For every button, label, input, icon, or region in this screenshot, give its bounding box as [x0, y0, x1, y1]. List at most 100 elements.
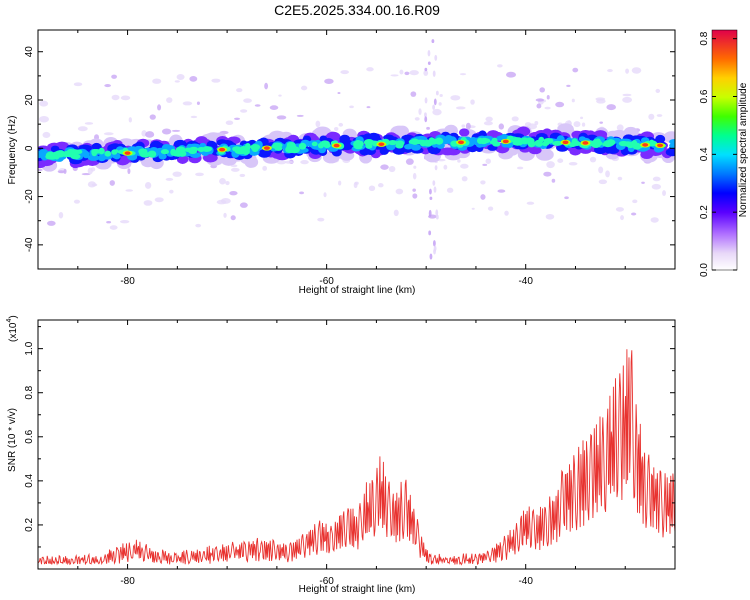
hotspot-core — [562, 140, 569, 145]
ridge-blob — [603, 140, 613, 148]
noise-blob — [483, 121, 493, 126]
y-tick-label: 1.0 — [24, 341, 35, 355]
ridge-blob — [395, 143, 404, 149]
noise-blob — [595, 97, 606, 101]
noise-blob — [622, 93, 632, 97]
noise-blob — [546, 94, 550, 100]
colorbar-tick-label: 0.8 — [699, 31, 710, 45]
noise-blob — [104, 83, 111, 88]
noise-blob — [446, 187, 454, 193]
ridge-blob — [354, 139, 362, 145]
streak-blob — [428, 209, 432, 218]
hotspot-core — [263, 146, 270, 150]
noise-blob — [87, 167, 93, 175]
noise-blob — [566, 84, 571, 88]
noise-blob — [632, 199, 638, 204]
colorbar-tick-label: 0.6 — [699, 89, 710, 103]
y-tick-label: -20 — [24, 189, 35, 204]
noise-blob — [109, 225, 118, 230]
colorbar-tick-label: 0.4 — [699, 147, 710, 161]
noise-blob — [103, 132, 114, 136]
noise-blob — [111, 94, 120, 101]
streak-blob — [435, 90, 439, 96]
noise-blob — [412, 172, 417, 180]
noise-blob — [598, 166, 604, 174]
noise-blob — [296, 114, 304, 117]
noise-blob — [404, 71, 410, 76]
noise-blob — [243, 98, 252, 103]
noise-blob — [337, 91, 341, 95]
noise-blob — [239, 173, 246, 178]
hotspot-core — [333, 143, 340, 148]
noise-blob — [254, 104, 261, 107]
noise-blob — [388, 165, 396, 173]
x-tick-label: -60 — [319, 276, 334, 287]
x-tick-label: -40 — [518, 276, 533, 287]
y-tick-label: 0.2 — [24, 518, 35, 532]
noise-blob — [195, 172, 204, 177]
noise-blob — [497, 189, 506, 193]
ridge-blob — [158, 153, 167, 160]
figure-title: C2E5.2025.334.00.16.R09 — [274, 2, 440, 18]
streak-blob — [429, 188, 432, 195]
ridge-blob — [365, 143, 373, 149]
noise-blob — [81, 173, 91, 176]
noise-blob — [443, 164, 448, 170]
y-tick-label: 0.8 — [24, 385, 35, 399]
noise-blob — [544, 106, 551, 110]
streak-blob — [434, 165, 438, 171]
streak-blob — [428, 230, 432, 236]
noise-blob — [470, 99, 475, 105]
noise-blob — [390, 74, 399, 77]
noise-blob — [42, 131, 51, 139]
streak-blob — [432, 180, 436, 186]
noise-blob — [57, 170, 65, 174]
snr-ticks: -80 -60 -40 0.2 0.4 0.6 0.8 1.0 — [24, 320, 676, 587]
noise-blob — [195, 223, 202, 228]
streak-blob — [431, 39, 435, 44]
noise-blob — [516, 166, 524, 170]
hotspot-core — [582, 141, 589, 145]
noise-blob — [145, 131, 155, 138]
svg-text:(x104): (x104) — [6, 315, 19, 342]
noise-blob — [539, 87, 546, 93]
ridge-blob — [517, 138, 524, 145]
noise-blob — [568, 162, 578, 166]
noise-blob — [631, 67, 642, 74]
noise-blob — [480, 180, 486, 185]
noise-blob — [58, 211, 64, 219]
noise-blob — [580, 116, 584, 120]
hotspot-core — [219, 147, 226, 152]
noise-blob — [231, 167, 240, 172]
noise-blob — [599, 121, 603, 124]
noise-blob — [535, 98, 545, 102]
noise-blob — [106, 221, 112, 224]
noise-blob — [648, 113, 655, 120]
ridge-blob — [139, 150, 148, 157]
noise-blob — [165, 177, 174, 181]
snr-series-line — [38, 349, 675, 566]
noise-blob — [338, 122, 344, 127]
y-tick-label: 0 — [24, 145, 35, 151]
noise-blob — [380, 164, 389, 170]
ridge-blob — [179, 150, 187, 157]
ridge-blob — [387, 140, 398, 146]
noise-blob — [234, 117, 241, 121]
noise-blob — [506, 71, 517, 78]
noise-blob — [182, 101, 193, 106]
noise-blob — [630, 212, 637, 216]
noise-blob — [87, 181, 97, 188]
ridge-blob — [458, 128, 470, 137]
streak-blob — [435, 209, 439, 217]
noise-blob — [662, 190, 667, 197]
ridge-blob — [197, 147, 206, 152]
noise-blob — [300, 160, 309, 165]
ridge-blob — [250, 144, 261, 151]
noise-blob — [236, 88, 243, 93]
ridge-blob — [172, 151, 181, 157]
noise-blob — [439, 93, 443, 97]
noise-blob — [498, 123, 505, 130]
snr-multiplier-close: ) — [8, 315, 19, 318]
noise-blob — [471, 207, 475, 210]
hotspot-core — [657, 143, 664, 148]
